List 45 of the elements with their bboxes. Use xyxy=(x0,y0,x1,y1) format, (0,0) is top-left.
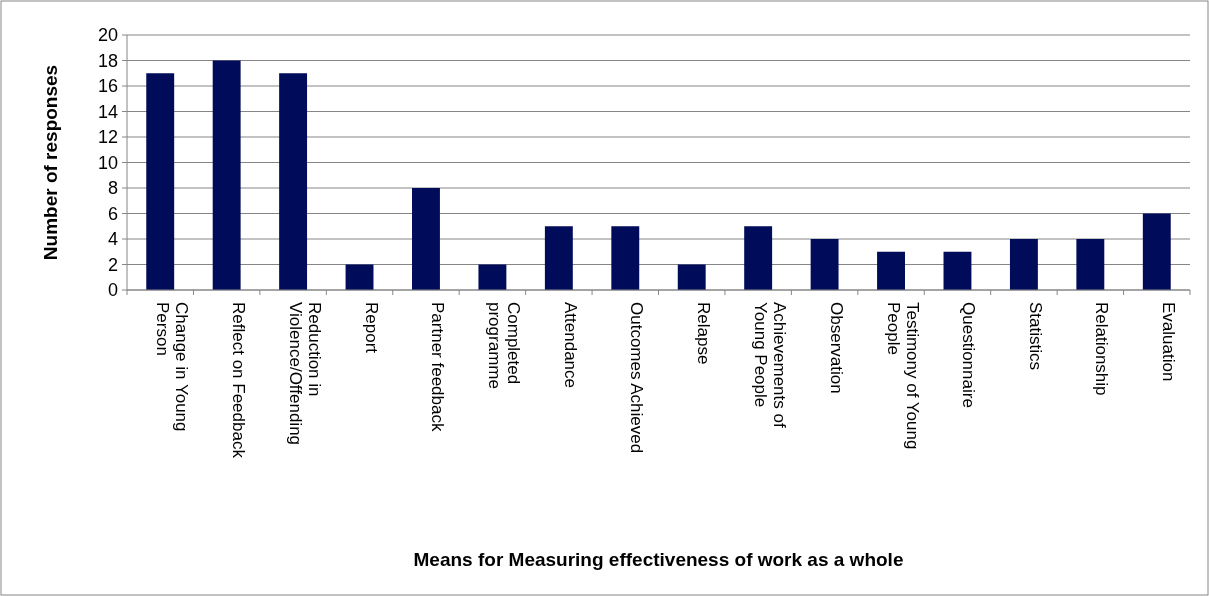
bar xyxy=(412,188,440,290)
x-tick-label: Testimony of Young People xyxy=(883,302,922,450)
x-tick-label: Relapse xyxy=(693,302,713,365)
x-axis-title: Means for Measuring effectiveness of work as a whole xyxy=(413,549,904,570)
x-tick-label: Reduction in Violence/Offending xyxy=(285,302,324,446)
x-tick-label: Statistics xyxy=(1025,302,1045,371)
x-tick-label: Reflect on Feedback xyxy=(228,302,248,459)
bar xyxy=(877,251,905,290)
bar xyxy=(478,264,507,290)
y-tick-label: 0 xyxy=(107,280,118,301)
x-tick-label: Questionnaire xyxy=(959,302,979,408)
bar xyxy=(544,226,573,290)
y-tick-label: 4 xyxy=(107,229,118,250)
bar xyxy=(1076,239,1105,290)
bar xyxy=(810,239,839,290)
x-tick-label: Evaluation xyxy=(1158,302,1178,382)
x-tick-label: Attendance xyxy=(560,302,580,389)
x-tick-label: Relationship xyxy=(1092,302,1112,396)
bar xyxy=(146,73,175,290)
bar xyxy=(212,60,241,290)
x-tick-label: Observation xyxy=(826,302,846,394)
bar xyxy=(677,264,706,290)
bar xyxy=(279,73,308,290)
bar xyxy=(1009,239,1038,290)
bar xyxy=(744,226,773,290)
y-tick-label: 18 xyxy=(97,50,118,71)
x-tick-label: Outcomes Achieved xyxy=(627,302,647,454)
y-tick-label: 8 xyxy=(107,178,118,199)
y-tick-label: 16 xyxy=(97,76,118,97)
x-tick-label: Report xyxy=(361,302,381,354)
y-tick-label: 20 xyxy=(97,25,118,46)
y-axis-title: Number of responses xyxy=(40,64,61,261)
y-tick-label: 14 xyxy=(97,101,118,122)
bar xyxy=(345,264,374,290)
y-tick-label: 2 xyxy=(107,254,118,275)
bar xyxy=(943,251,972,290)
y-tick-label: 6 xyxy=(107,203,118,224)
x-tick-label: Partner feedback xyxy=(427,302,447,432)
x-tick-label: Completed programme xyxy=(484,302,523,389)
x-tick-label: Achievements of Young People xyxy=(750,302,789,428)
y-tick-label: 10 xyxy=(97,152,118,173)
y-tick-label: 12 xyxy=(97,127,118,148)
bar xyxy=(611,226,640,290)
bar xyxy=(1142,213,1171,290)
x-tick-label: Change in Young Person xyxy=(152,302,191,432)
